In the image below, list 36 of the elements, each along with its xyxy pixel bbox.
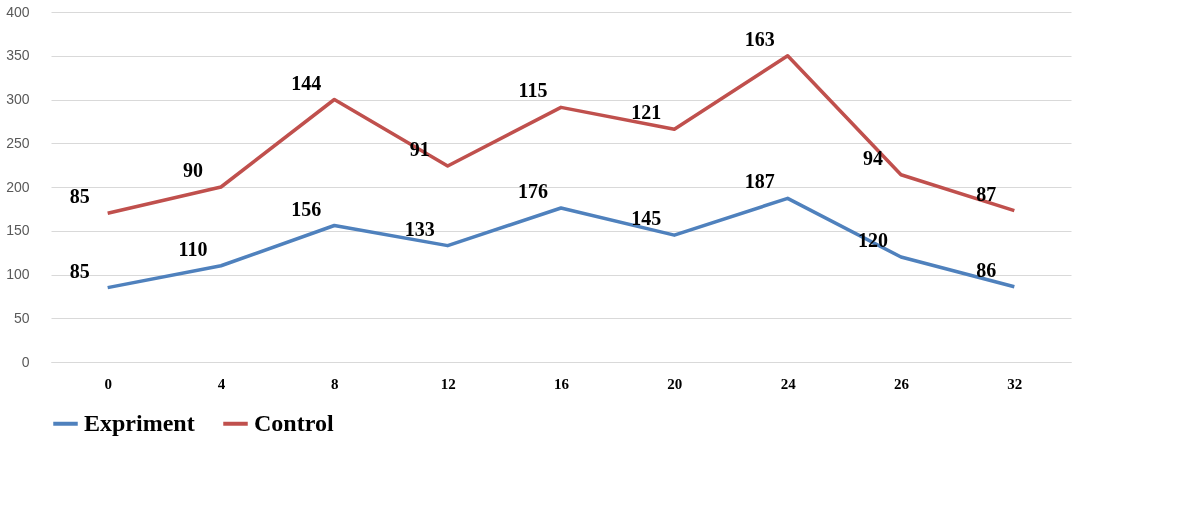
data-label: 145 [631,207,662,230]
x-tick-label: 8 [331,375,339,392]
data-label: 110 [178,237,208,260]
y-tick-label: 200 [6,178,30,195]
x-tick-label: 0 [104,375,112,392]
y-tick-label: 50 [13,309,30,326]
x-tick-label: 32 [1007,375,1023,392]
annotation: 90 [183,159,203,181]
x-tick-label: 20 [667,375,683,392]
x-tick-label: 24 [780,375,797,392]
data-label: 85 [69,259,90,282]
data-label: 176 [518,180,548,202]
data-label: 156 [291,197,322,220]
x-tick-label: 16 [554,375,570,392]
annotation: 144 [291,71,322,94]
data-label: 86 [976,258,997,281]
y-tick-label: 250 [6,134,30,151]
x-tick-label: 4 [217,375,226,392]
x-tick-label: 12 [440,375,456,392]
y-tick-label: 0 [21,353,30,370]
annotation: 94 [863,146,883,169]
y-tick-label: 300 [6,91,30,107]
annotation: 85 [69,185,90,208]
y-tick-label: 350 [6,47,30,64]
legend-label: Expriment [84,409,195,436]
x-tick-label: 26 [894,375,910,392]
y-tick-label: 150 [6,222,30,239]
annotation: 163 [744,27,775,50]
y-tick-label: 400 [6,3,30,20]
legend-label: Control [254,409,334,436]
y-tick-label: 100 [6,266,30,282]
annotation: 87 [976,182,997,205]
data-label: 133 [404,217,435,240]
data-label: 187 [744,170,775,193]
annotation: 115 [518,79,548,102]
annotation: 121 [631,101,662,124]
